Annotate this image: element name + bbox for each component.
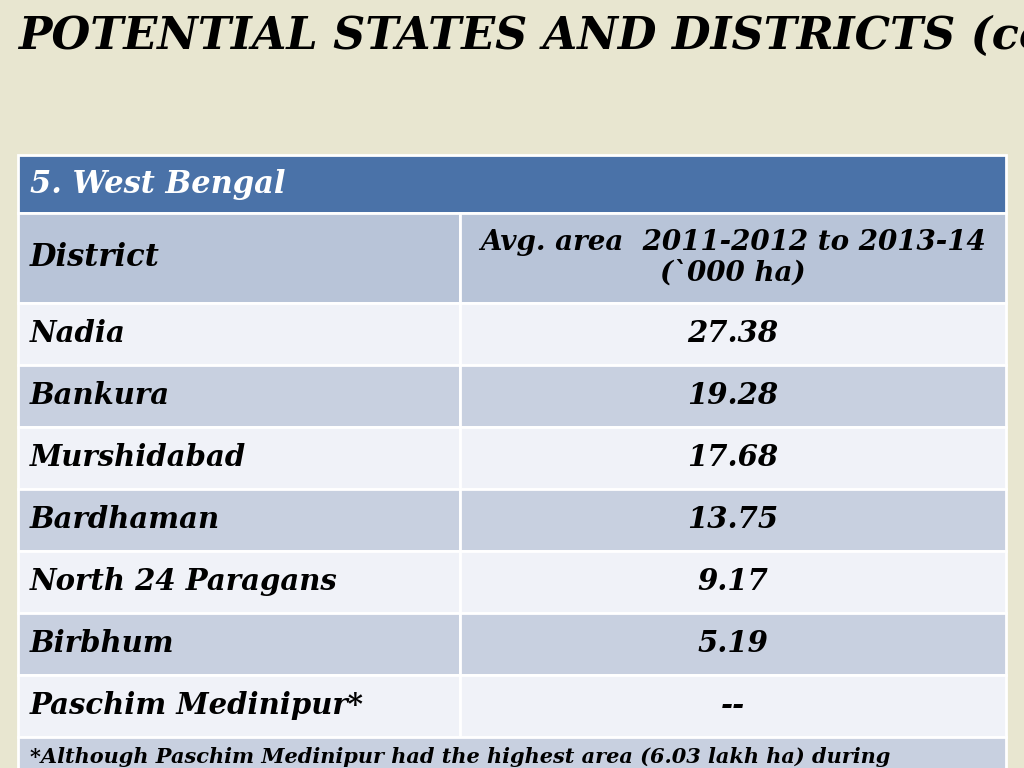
Text: POTENTIAL STATES AND DISTRICTS (contd): POTENTIAL STATES AND DISTRICTS (contd)	[18, 15, 1024, 58]
Text: Avg. area  2011-2012 to 2013-14
(`000 ha): Avg. area 2011-2012 to 2013-14 (`000 ha)	[480, 229, 986, 287]
Bar	[460, 489, 1006, 551]
Text: --: --	[721, 691, 745, 720]
Bar	[18, 365, 460, 427]
Text: 13.75: 13.75	[687, 505, 778, 535]
Text: District: District	[30, 243, 160, 273]
Text: 19.28: 19.28	[687, 382, 778, 411]
Text: 9.17: 9.17	[697, 568, 768, 597]
Bar	[460, 427, 1006, 489]
Text: Birbhum: Birbhum	[30, 630, 175, 658]
Bar	[18, 213, 460, 303]
Bar	[18, 551, 460, 613]
Bar	[460, 365, 1006, 427]
Bar	[460, 303, 1006, 365]
Text: Nadia: Nadia	[30, 319, 126, 349]
Text: Murshidabad: Murshidabad	[30, 443, 246, 472]
Text: Bankura: Bankura	[30, 382, 170, 411]
Bar	[18, 303, 460, 365]
Bar	[18, 489, 460, 551]
Text: 27.38: 27.38	[687, 319, 778, 349]
Bar	[18, 675, 460, 737]
Bar	[18, 427, 460, 489]
Text: North 24 Paragans: North 24 Paragans	[30, 568, 338, 597]
Bar	[18, 737, 1006, 768]
Bar	[460, 675, 1006, 737]
Bar	[460, 213, 1006, 303]
Bar	[460, 551, 1006, 613]
Bar	[18, 155, 1006, 213]
Text: 17.68: 17.68	[687, 443, 778, 472]
Text: *Although Paschim Medinipur had the highest area (6.03 lakh ha) during: *Although Paschim Medinipur had the high…	[30, 747, 891, 767]
Text: Paschim Medinipur*: Paschim Medinipur*	[30, 691, 364, 720]
Bar	[460, 613, 1006, 675]
Text: 5. West Bengal: 5. West Bengal	[30, 168, 286, 200]
Text: Bardhaman: Bardhaman	[30, 505, 220, 535]
Text: 5.19: 5.19	[697, 630, 768, 658]
Bar	[18, 613, 460, 675]
